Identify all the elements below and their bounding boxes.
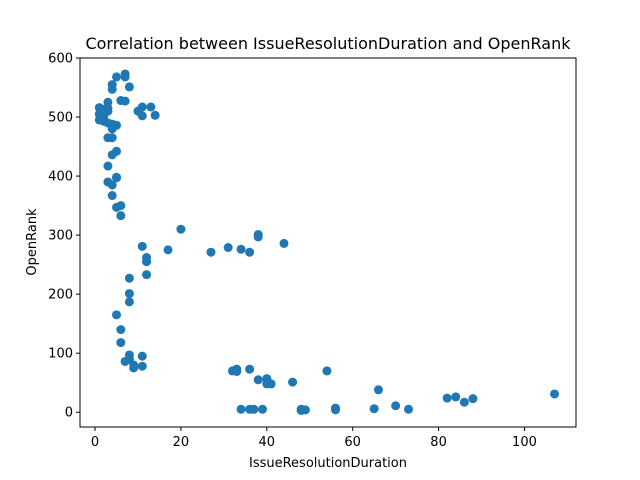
plot-frame (79, 57, 577, 428)
data-point (258, 404, 268, 414)
y-tick-label: 600 (48, 52, 73, 67)
data-point (176, 224, 186, 234)
data-point (107, 191, 117, 201)
data-point (468, 394, 478, 404)
data-point (331, 405, 341, 415)
data-point (124, 297, 134, 307)
data-point (404, 404, 414, 414)
chart-title: Correlation between IssueResolutionDurat… (85, 34, 571, 53)
data-point (112, 202, 121, 212)
y-tick-label: 0 (65, 406, 73, 421)
data-point (137, 241, 147, 251)
x-tick-label: 80 (430, 435, 447, 450)
data-point (451, 392, 461, 402)
y-tick-label: 200 (48, 288, 73, 303)
y-tick-label: 100 (48, 347, 73, 362)
data-point (288, 377, 298, 387)
data-point (262, 374, 272, 384)
data-point (129, 363, 139, 373)
data-point (112, 72, 121, 82)
x-tick-label: 60 (344, 435, 361, 450)
data-point (369, 404, 379, 414)
data-point (103, 133, 113, 143)
y-tick-label: 300 (48, 229, 73, 244)
x-tick-label: 0 (91, 435, 99, 450)
data-point (146, 102, 156, 112)
x-tick-label: 20 (173, 435, 190, 450)
data-point (124, 289, 134, 299)
data-point (116, 338, 126, 348)
y-axis-label: OpenRank (25, 208, 40, 276)
data-point (112, 310, 121, 320)
y-axis-ticks: 0 100 200 300 400 500 600 (48, 52, 80, 421)
x-tick-label: 40 (259, 435, 276, 450)
data-point (249, 404, 259, 414)
data-point (142, 257, 152, 267)
data-point (236, 244, 246, 254)
data-point (442, 393, 452, 403)
data-point (236, 404, 246, 414)
data-point (120, 96, 130, 106)
data-point (107, 180, 117, 190)
data-point (373, 385, 383, 395)
y-tick-label: 500 (48, 111, 73, 126)
data-point (137, 351, 147, 361)
data-point (137, 361, 147, 371)
data-point (112, 173, 121, 183)
data-point (253, 375, 263, 385)
data-point (137, 111, 147, 121)
data-point (206, 247, 216, 257)
data-points (94, 69, 560, 415)
data-point (232, 367, 242, 376)
data-point (124, 273, 134, 283)
data-point (550, 389, 560, 399)
data-point (103, 161, 113, 171)
data-point (103, 103, 113, 113)
data-point (107, 84, 117, 94)
data-point (253, 232, 263, 242)
data-point (116, 211, 126, 221)
data-point (150, 110, 160, 120)
x-axis-ticks: 0 20 40 60 80 100 (91, 427, 537, 450)
data-point (245, 247, 255, 257)
data-point (163, 245, 173, 255)
data-point (296, 405, 306, 415)
data-point (322, 366, 332, 376)
data-point (459, 397, 469, 407)
x-axis-label: IssueResolutionDuration (249, 456, 407, 471)
data-point (245, 364, 255, 374)
data-point (391, 401, 401, 411)
data-point (116, 325, 126, 335)
data-point (107, 124, 117, 134)
data-point (124, 82, 134, 92)
y-tick-label: 400 (48, 170, 73, 185)
x-tick-label: 100 (512, 435, 537, 450)
data-point (279, 238, 289, 248)
data-point (120, 72, 130, 82)
data-point (107, 150, 117, 160)
data-point (124, 350, 134, 360)
data-point (223, 243, 233, 253)
data-point (142, 270, 152, 280)
